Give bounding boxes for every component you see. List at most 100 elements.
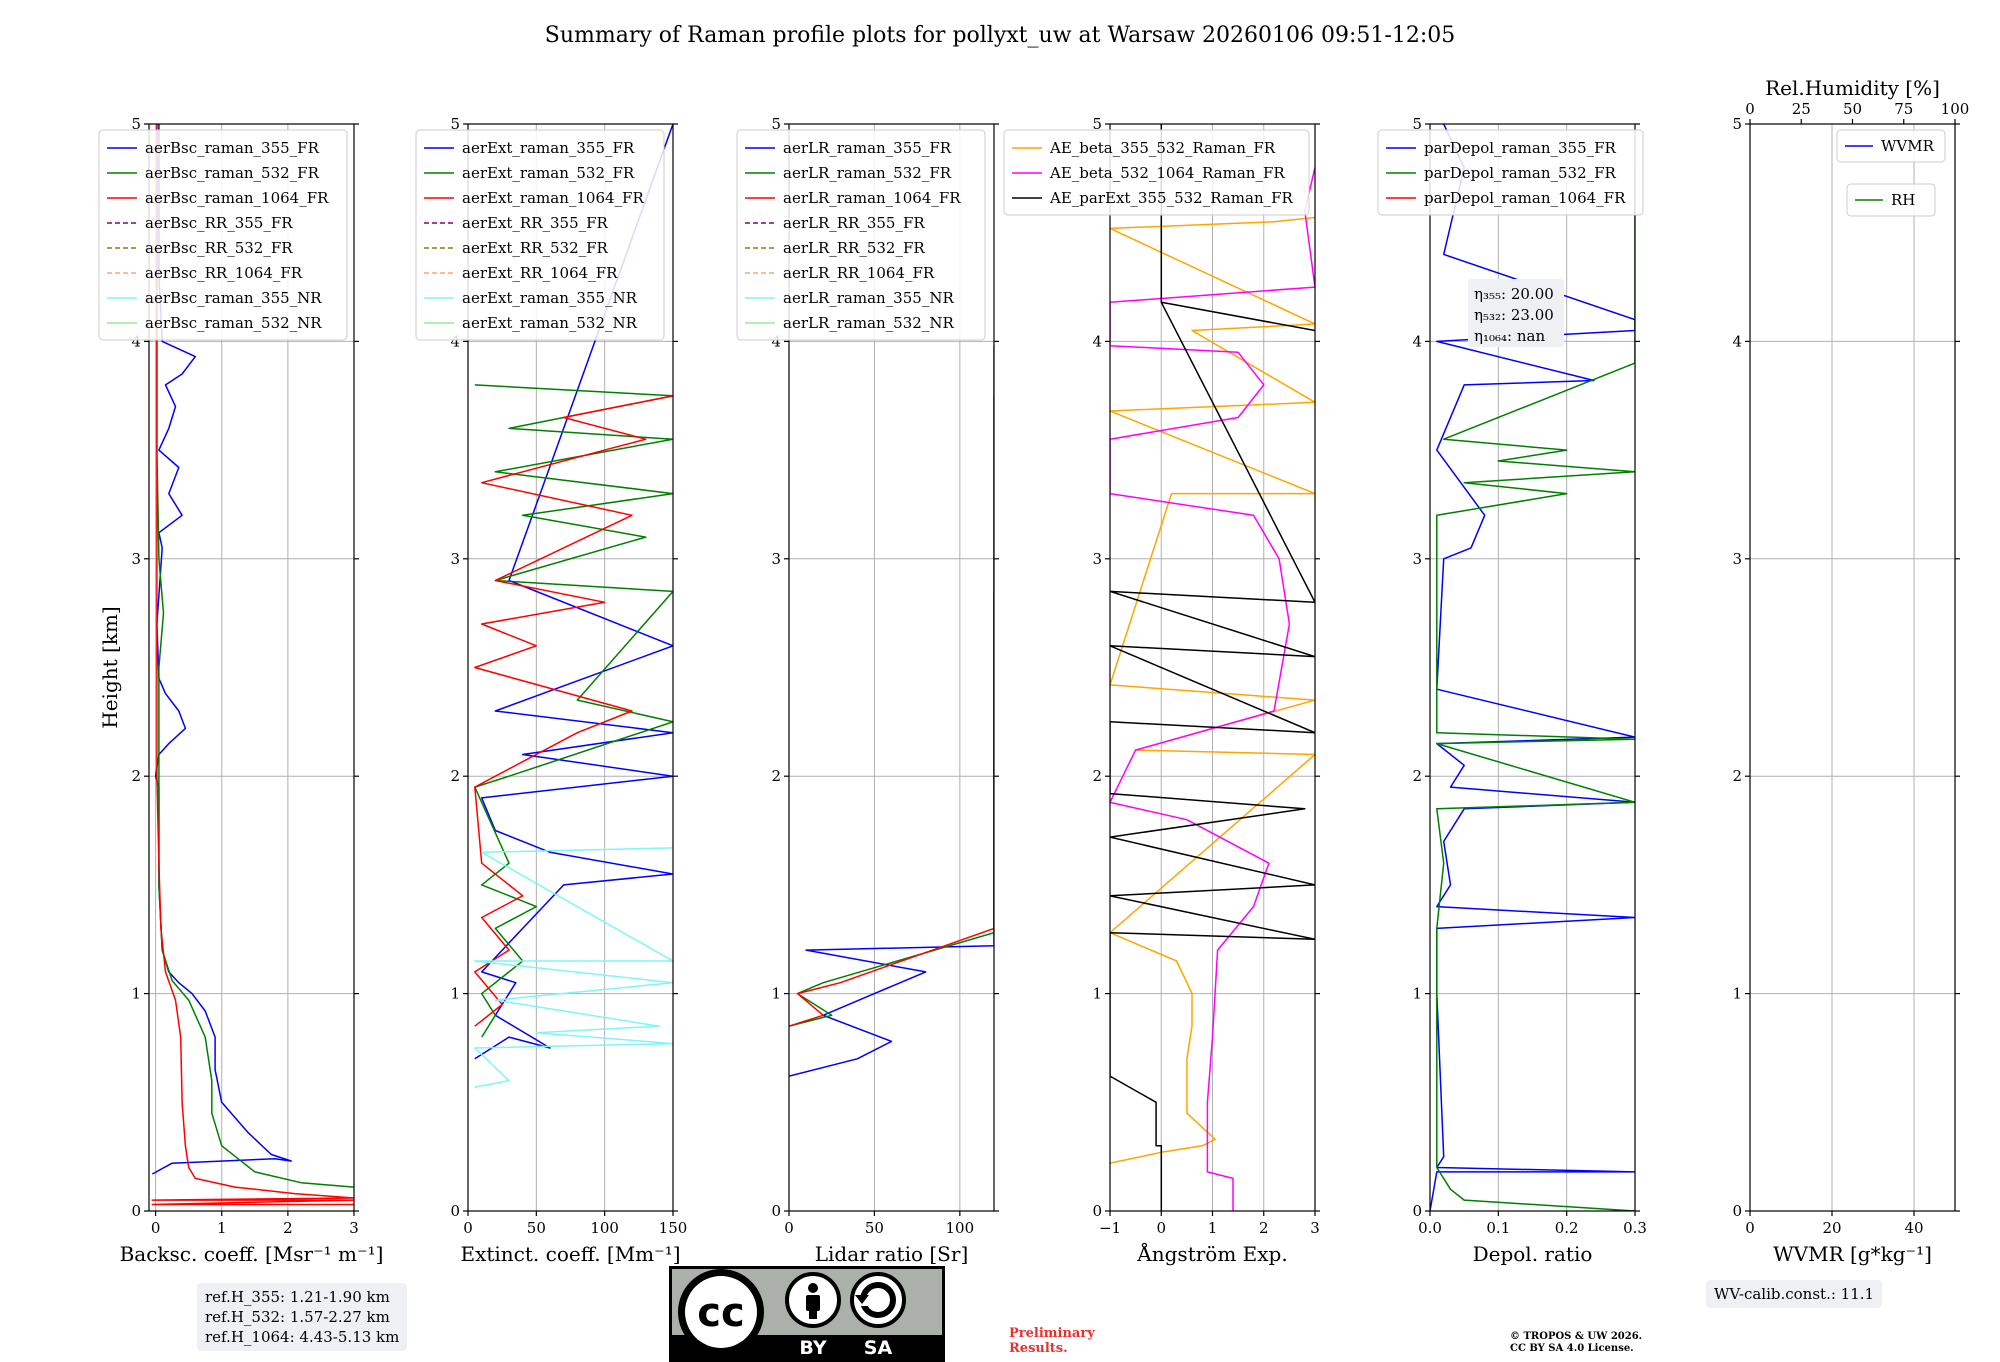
ref-height-355: ref.H_355: 1.21-1.90 km [205,1288,390,1306]
legend: aerLR_raman_355_FR aerLR_raman_532_FR aerL… [736,129,986,341]
legend-label-aerBsc_raman_1064_FR: aerBsc_raman_1064_FR [145,189,329,207]
y-tick-label: 5 [450,115,460,133]
x-axis-label: Ångström Exp. [1136,1241,1287,1266]
series-group [789,345,994,1077]
legend-label-aerLR_raman_355_NR: aerLR_raman_355_NR [783,289,954,307]
top-axis-label: Rel.Humidity [%] [1765,76,1940,100]
y-tick-label: 4 [131,332,141,350]
legend: AE_beta_355_532_Raman_FR AE_beta_532_1064… [1003,129,1310,216]
legend-label-aerBsc_raman_532_FR: aerBsc_raman_532_FR [145,164,320,182]
y-tick-label: 0 [1412,1202,1422,1220]
series-line-aerExt_raman_355_NR [474,847,673,1088]
y-tick-label: 3 [1092,550,1102,568]
y-tick-label: 4 [1412,332,1422,350]
x-tick-label: 40 [1904,1219,1923,1237]
y-tick-label: 5 [131,115,141,133]
y-axis-label: Height [km] [98,606,122,728]
series-line-AE_parExt_355_532_Raman_FR [1110,124,1315,1211]
y-tick-label: 4 [450,332,460,350]
legend-label-aerExt_raman_532_NR: aerExt_raman_532_NR [462,314,638,332]
panel-1: 0 1 2 3 4 5 0 1 2 3 Backsc. coeff. [Msr⁻¹ m⁻¹] aerB… [98,115,383,1266]
y-tick-label: 4 [1092,332,1102,350]
axes-frame [1749,123,1956,1212]
x-tick-label: 0 [784,1219,794,1237]
x-tick-label: 0 [151,1219,161,1237]
y-tick-label: 5 [771,115,781,133]
legend-box [1846,183,1936,217]
y-tick-label: 2 [771,767,781,785]
x-tick-label: 0.1 [1486,1219,1510,1237]
x-axis-label: Backsc. coeff. [Msr⁻¹ m⁻¹] [120,1242,384,1266]
x-tick-label: 0.2 [1555,1219,1579,1237]
legend-label-aerLR_RR_355_FR: aerLR_RR_355_FR [783,214,925,232]
y-tick-label: 5 [1732,115,1742,133]
axes-frame [1429,123,1636,1212]
legend-label-aerBsc_RR_355_FR: aerBsc_RR_355_FR [145,214,293,232]
y-tick-label: 5 [1412,115,1422,133]
x-tick-label: 150 [659,1219,688,1237]
x-tick-label: 50 [865,1219,884,1237]
y-tick-label: 0 [1732,1202,1742,1220]
x-axis-label: Extinct. coeff. [Mm⁻¹] [460,1242,680,1266]
x-tick-label: 50 [527,1219,546,1237]
legend-box [1836,129,1946,163]
legend-box [415,129,665,341]
y-tick-label: 5 [1092,115,1102,133]
x-tick-label: 100 [946,1219,975,1237]
y-tick-label: 0 [1092,1202,1102,1220]
axes-frame [788,123,995,1212]
y-tick-label: 1 [771,985,781,1003]
cc-license-badge: cc BY SA [669,1266,945,1362]
y-tick-label: 0 [131,1202,141,1220]
preliminary-line-1: Preliminary [1009,1326,1095,1341]
legend-label-aerBsc_RR_532_FR: aerBsc_RR_532_FR [145,239,293,257]
legend-wvmr: WVMR [1836,129,1946,163]
legend-label-parDepol_raman_355_FR: parDepol_raman_355_FR [1424,139,1617,157]
legend-label-AE_parExt_355_532_Raman_FR: AE_parExt_355_532_Raman_FR [1049,189,1294,207]
copyright-line-2: CC BY SA 4.0 License. [1510,1343,1634,1354]
series-group [1110,124,1315,1211]
legend-box [736,129,986,341]
legend-label-aerExt_raman_355_NR: aerExt_raman_355_NR [462,289,638,307]
legend-label-aerBsc_raman_355_NR: aerBsc_raman_355_NR [145,289,322,307]
y-tick-label: 4 [1732,332,1742,350]
legend: aerExt_raman_355_FR aerExt_raman_532_FRae… [415,129,665,341]
y-tick-label: 2 [450,767,460,785]
y-tick-label: 3 [771,550,781,568]
legend-label-parDepol_raman_532_FR: parDepol_raman_532_FR [1424,164,1617,182]
legend-label-WVMR: WVMR [1881,137,1935,155]
annotation-box [1468,279,1564,347]
series-group [151,124,354,1206]
legend-label-AE_beta_532_1064_Raman_FR: AE_beta_532_1064_Raman_FR [1049,164,1285,182]
x-tick-label: −1 [1099,1219,1121,1237]
preliminary-line-2: Results. [1009,1341,1068,1356]
x-axis-label: Depol. ratio [1473,1242,1593,1266]
y-tick-label: 0 [771,1202,781,1220]
legend-label-aerExt_RR_355_FR: aerExt_RR_355_FR [462,214,609,232]
y-tick-label: 3 [1412,550,1422,568]
reference-heights-box: ref.H_355: 1.21-1.90 km ref.H_532: 1.57-… [197,1283,408,1351]
svg-text:cc: cc [697,1290,744,1336]
x-tick-label: 2 [283,1219,293,1237]
x-axis-label: Lidar ratio [Sr] [815,1242,969,1266]
legend-label-aerExt_raman_355_FR: aerExt_raman_355_FR [462,139,635,157]
series-line-aerLR_raman_532_FR [789,345,994,1027]
legend-label-aerExt_RR_1064_FR: aerExt_RR_1064_FR [462,264,618,282]
x-axis-label: WVMR [g*kg⁻¹] [1773,1242,1932,1266]
top-tick-label: 100 [1941,100,1970,118]
wv-calibration-constant: WV-calib.const.: 11.1 [1714,1285,1875,1303]
legend-rh: RH [1846,183,1936,217]
annotation-line-2: η₁₀₆₄: nan [1474,327,1545,345]
y-tick-label: 3 [450,550,460,568]
legend-box [1377,129,1644,216]
cc-by-label: BY [799,1337,826,1359]
y-tick-label: 0 [450,1202,460,1220]
y-tick-label: 3 [131,550,141,568]
x-tick-label: 0 [463,1219,473,1237]
legend-label-aerExt_raman_1064_FR: aerExt_raman_1064_FR [462,189,644,207]
series-line-aerExt_raman_1064_FR [474,395,673,1027]
depol-annotation: η₃₅₅: 20.00 η₅₃₂: 23.00 η₁₀₆₄: nan [1468,279,1564,347]
x-tick-label: 100 [590,1219,619,1237]
